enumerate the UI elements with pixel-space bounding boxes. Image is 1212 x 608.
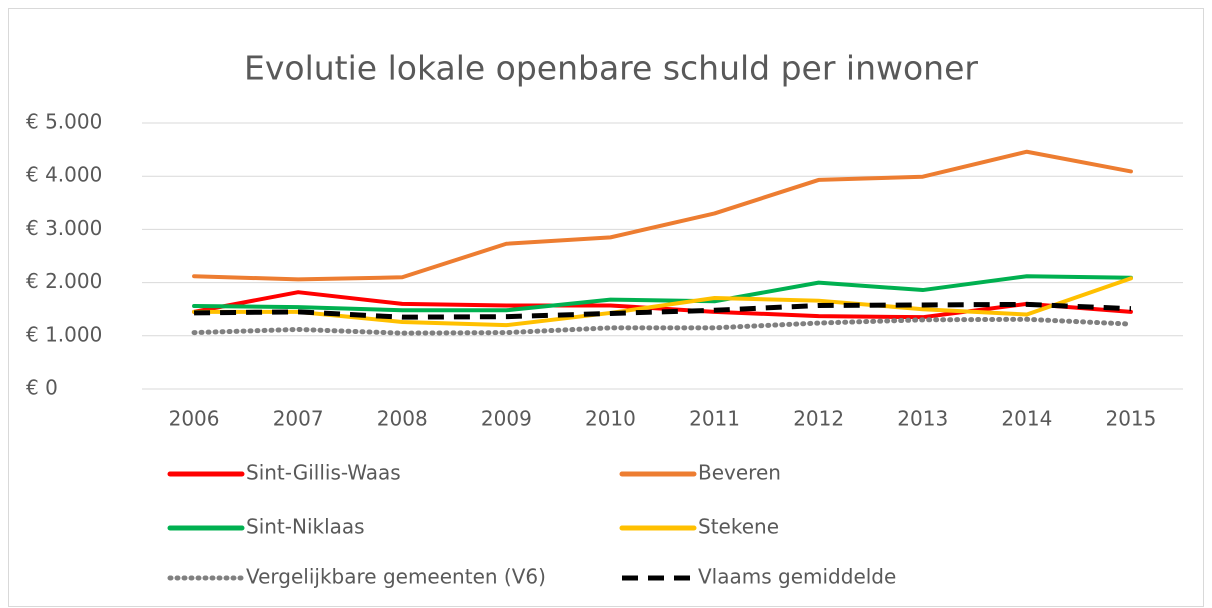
x-tick-label: 2009 (481, 407, 532, 431)
chart-title: Evolutie lokale openbare schuld per inwo… (244, 49, 978, 88)
x-tick-label: 2008 (377, 407, 428, 431)
series-line (192, 274, 1133, 313)
x-tick-label: 2006 (169, 407, 220, 431)
legend-label: Vlaams gemiddelde (698, 565, 896, 589)
x-tick-label: 2012 (793, 407, 844, 431)
legend-label: Vergelijkbare gemeenten (V6) (246, 565, 546, 589)
y-tick-label: € 4.000 (26, 163, 102, 187)
x-tick-label: 2013 (897, 407, 948, 431)
x-tick-label: 2007 (273, 407, 324, 431)
y-tick-label: € 2.000 (26, 269, 102, 293)
y-tick-label: € 3.000 (26, 216, 102, 240)
legend-label: Sint-Niklaas (246, 515, 365, 539)
series-line (194, 301, 1132, 320)
legend-label: Stekene (698, 515, 779, 539)
y-tick-label: € 5.000 (26, 110, 102, 134)
series-line (192, 149, 1133, 282)
x-tick-label: 2014 (1001, 407, 1052, 431)
legend-label: Beveren (698, 461, 781, 485)
x-tick-label: 2010 (585, 407, 636, 431)
legend-label: Sint-Gillis-Waas (246, 461, 401, 485)
y-tick-label: € 0 (26, 376, 58, 400)
x-tick-label: 2015 (1105, 407, 1156, 431)
series-line (191, 316, 1134, 336)
y-tick-label: € 1.000 (26, 322, 102, 346)
chart-border (8, 8, 1204, 607)
x-tick-label: 2011 (689, 407, 740, 431)
